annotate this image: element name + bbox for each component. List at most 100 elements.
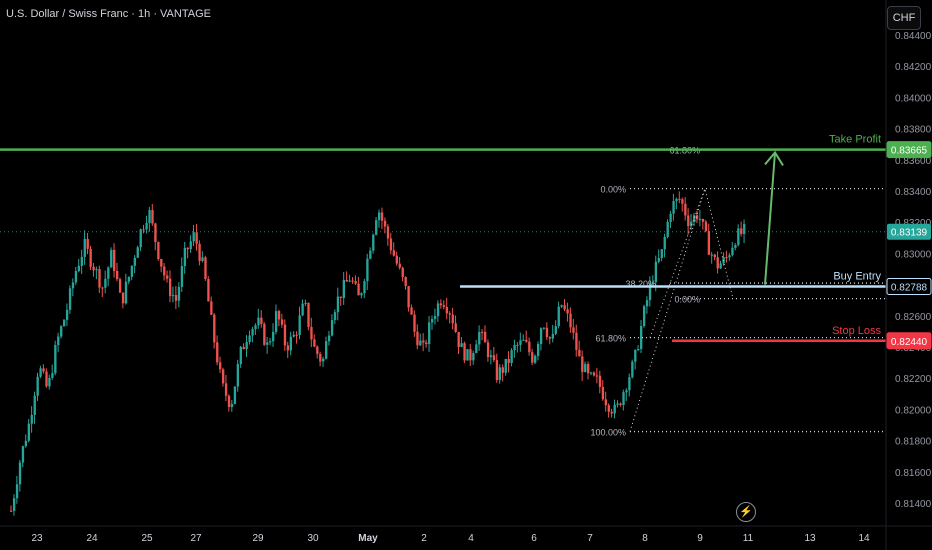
candle-body bbox=[57, 336, 60, 346]
candle-body bbox=[227, 395, 231, 407]
time-tick-label: 25 bbox=[141, 533, 153, 544]
candle-body bbox=[174, 295, 178, 301]
candle-body bbox=[269, 341, 272, 343]
candle-body bbox=[398, 263, 401, 268]
time-axis[interactable]: 23 24 25 27 29 30 May 2 4 6 7 8 9 11 13 14 bbox=[0, 525, 932, 544]
time-tick-label: 9 bbox=[697, 533, 703, 544]
price-tick-label: 0.83600 bbox=[895, 156, 932, 167]
time-tick-label: 29 bbox=[252, 533, 264, 544]
candle-body bbox=[160, 258, 163, 267]
candle-body bbox=[645, 300, 649, 307]
candle-body bbox=[39, 368, 42, 377]
candle-body bbox=[445, 307, 449, 314]
candle-body bbox=[392, 250, 396, 256]
candle-body bbox=[183, 247, 187, 267]
candle-body bbox=[616, 403, 619, 405]
candle-body bbox=[472, 353, 475, 361]
price-tick-label: 0.84000 bbox=[895, 93, 932, 104]
candle-body bbox=[92, 266, 95, 271]
candle-body bbox=[478, 331, 481, 345]
candle-body bbox=[563, 305, 566, 310]
candle-body bbox=[716, 257, 719, 269]
candle-body bbox=[136, 247, 139, 258]
candle-body bbox=[416, 331, 419, 346]
level-price-label: 0.82440 bbox=[891, 337, 928, 348]
candle-body bbox=[640, 326, 643, 350]
candle-body bbox=[442, 305, 446, 308]
candle-body bbox=[148, 210, 151, 223]
candle-body bbox=[681, 199, 684, 204]
candle-body bbox=[118, 279, 122, 293]
candle-body bbox=[631, 361, 634, 378]
candle-body bbox=[104, 278, 107, 288]
candle-body bbox=[171, 295, 175, 297]
candle-body bbox=[36, 376, 39, 396]
candle-body bbox=[369, 250, 372, 259]
candle-body bbox=[613, 404, 616, 414]
candle-body bbox=[734, 244, 737, 248]
candle-body bbox=[531, 352, 534, 363]
candle-body bbox=[566, 309, 569, 314]
candle-body bbox=[710, 254, 714, 256]
candle-body bbox=[113, 249, 116, 272]
candle-body bbox=[569, 313, 572, 328]
candle-body bbox=[707, 231, 711, 255]
candle-body bbox=[298, 315, 301, 335]
candles bbox=[0, 191, 886, 516]
target-arrow bbox=[764, 152, 776, 285]
candle-body bbox=[65, 309, 69, 320]
fib-leg bbox=[649, 188, 706, 338]
candle-body bbox=[483, 331, 487, 343]
time-tick-label: May bbox=[358, 533, 378, 544]
time-tick-label: 7 bbox=[587, 533, 593, 544]
level-name: Stop Loss bbox=[832, 325, 881, 337]
candle-body bbox=[295, 334, 298, 336]
candle-body bbox=[316, 346, 319, 355]
candle-body bbox=[463, 343, 466, 361]
candle-body bbox=[180, 266, 184, 287]
candle-body bbox=[89, 248, 92, 267]
candle-body bbox=[339, 296, 343, 298]
candle-body bbox=[554, 326, 557, 334]
price-tick-label: 0.83200 bbox=[895, 218, 932, 229]
time-tick-label: 24 bbox=[86, 533, 98, 544]
last-price-label: 0.83139 bbox=[891, 228, 928, 239]
candle-body bbox=[139, 229, 142, 248]
candle-body bbox=[307, 302, 310, 327]
candle-body bbox=[539, 328, 543, 344]
candle-body bbox=[263, 323, 266, 345]
candle-body bbox=[363, 281, 366, 294]
candle-body bbox=[239, 346, 242, 365]
candle-body bbox=[354, 281, 357, 284]
candle-body bbox=[489, 355, 493, 358]
candle-body bbox=[660, 249, 663, 259]
candle-body bbox=[292, 334, 295, 337]
time-tick-label: 14 bbox=[858, 533, 870, 544]
candle-body bbox=[560, 305, 563, 307]
candle-body bbox=[216, 342, 219, 363]
last-price-tag bbox=[887, 223, 931, 240]
candle-body bbox=[130, 265, 134, 277]
time-tick-label: 13 bbox=[804, 533, 816, 544]
candle-body bbox=[433, 315, 437, 320]
candle-body bbox=[283, 324, 287, 346]
candle-body bbox=[327, 335, 331, 342]
candle-body bbox=[27, 423, 31, 441]
price-tick-label: 0.83400 bbox=[895, 187, 932, 198]
lightning-icon[interactable]: ⚡ bbox=[736, 502, 756, 522]
candle-body bbox=[242, 346, 245, 349]
candle-body bbox=[342, 279, 346, 298]
candle-body bbox=[504, 358, 507, 373]
candle-body bbox=[713, 254, 716, 258]
candle-body bbox=[460, 343, 463, 348]
price-axis[interactable]: 0.84400 0.84200 0.84000 0.83800 0.83600 0.834… bbox=[885, 0, 932, 550]
candle-body bbox=[469, 349, 472, 361]
candle-body bbox=[219, 362, 222, 370]
candle-body bbox=[410, 307, 413, 315]
candle-body bbox=[86, 238, 89, 249]
currency-button[interactable]: CHF bbox=[887, 6, 921, 30]
candle-body bbox=[666, 222, 669, 237]
candle-body bbox=[115, 271, 119, 280]
candle-body bbox=[33, 395, 36, 415]
